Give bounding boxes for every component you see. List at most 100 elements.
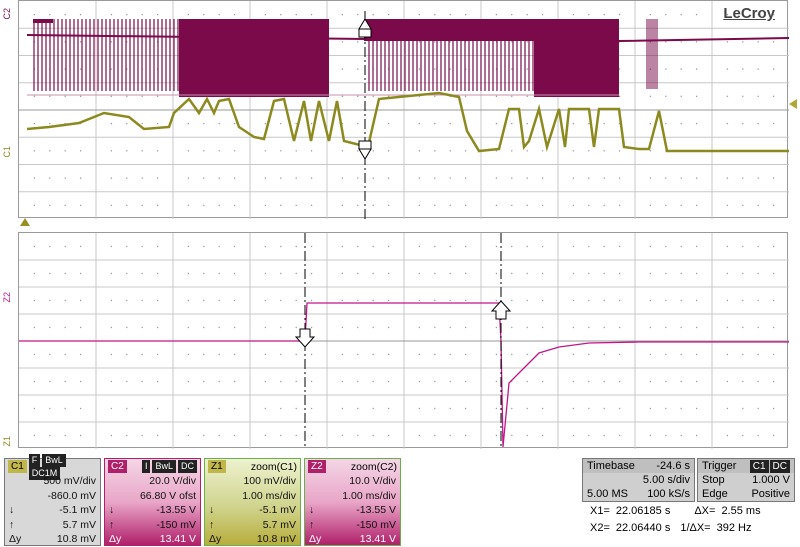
grid-dot — [218, 407, 220, 410]
grid-dot — [511, 68, 513, 70]
grid-dot — [387, 13, 390, 16]
readout-label: Δy — [309, 533, 322, 546]
grid-dot — [387, 326, 390, 329]
trigger-level-marker-icon[interactable] — [789, 99, 797, 109]
grid-dot — [726, 13, 729, 16]
grid-dot — [757, 326, 759, 329]
grid-dot — [64, 95, 66, 98]
grid-dot — [541, 150, 544, 152]
grid-dot — [280, 353, 282, 356]
grid-dot — [464, 407, 467, 410]
grid-dot — [434, 150, 436, 152]
grid-dot — [526, 299, 528, 302]
grid-dot — [695, 245, 698, 248]
grid-dot — [156, 272, 159, 275]
readout-label: Δy — [109, 533, 122, 546]
grid-dot — [572, 150, 575, 152]
grid-dot — [126, 95, 128, 98]
grid-dot — [110, 326, 113, 329]
grid-dot — [280, 299, 282, 302]
channel-panel-z2[interactable]: Z2 zoom(C2) 10.0 V/div 1.00 ms/div ↓ -13.55 V… — [304, 458, 401, 546]
trigger-panel[interactable]: Trigger C1 DC Stop 1.000 V Edge Positive — [697, 458, 795, 502]
grid-dot — [649, 13, 652, 16]
grid-dot — [49, 380, 51, 383]
readout-value: 1.00 ms/div — [342, 489, 396, 502]
channel-panel-c2[interactable]: C2 I BwL DC 20.0 V/div 66.80 V ofst ↓ -13.55 V ↑… — [104, 458, 201, 546]
timebase-label: Timebase — [587, 460, 635, 472]
grid-dot — [203, 353, 205, 356]
grid-dot — [726, 434, 729, 437]
grid-dot — [449, 353, 451, 356]
grid-dot — [310, 353, 313, 356]
grid-dot — [541, 299, 544, 302]
grid-dot — [495, 204, 498, 207]
grid-dot — [572, 204, 575, 207]
channel-panel-c1[interactable]: C1 F BwLDC1M 500 mV/div -860.0 mV ↓ -5.1 mV ↑ 5.… — [4, 453, 101, 546]
c1-channel-tag[interactable]: C1 — [2, 146, 12, 158]
grid-dot — [126, 299, 128, 302]
grid-dot — [680, 177, 682, 179]
grid-dot — [126, 407, 128, 410]
grid-dot — [233, 122, 236, 125]
grid-dot — [757, 204, 759, 207]
grid-dot — [126, 204, 128, 207]
grid-dot — [495, 122, 498, 125]
grid-dot — [511, 204, 513, 207]
channel-flag-badge: I — [141, 460, 151, 473]
grid-dot — [649, 272, 652, 275]
grid-dot — [341, 95, 344, 98]
grid-dot — [695, 41, 698, 43]
readout-label: ↓ — [9, 504, 15, 517]
grid-dot — [280, 407, 282, 410]
grid-dot — [603, 204, 605, 207]
grid-dot — [357, 95, 359, 98]
grid-dot — [357, 326, 359, 329]
grid-dot — [295, 150, 297, 152]
grid-dot — [649, 380, 652, 383]
grid-dot — [695, 326, 698, 329]
grid-dot — [695, 407, 698, 410]
grid-dot — [757, 272, 759, 275]
grid-dot — [742, 245, 744, 248]
grid-dot — [526, 245, 528, 248]
grid-dot — [588, 122, 590, 125]
grid-dot — [726, 122, 729, 125]
channel-panel-z1[interactable]: Z1 zoom(C1) 100 mV/div 1.00 ms/div ↓ -5.1 mV ↑… — [204, 458, 301, 546]
grid-dot — [649, 204, 652, 207]
grid-dot — [203, 299, 205, 302]
x2-value: 22.06440 s — [615, 522, 671, 534]
grid-dot — [357, 434, 359, 437]
grid-dot — [33, 299, 36, 302]
grid-dot — [526, 204, 528, 207]
c2-channel-tag[interactable]: C2 — [2, 8, 12, 20]
cursor-x1-readout: X1= 22.06185 s ΔX= 2.55 ms — [590, 505, 761, 517]
grid-dot — [618, 245, 621, 248]
grid-dot — [49, 122, 51, 125]
readout-value: 13.41 V — [159, 533, 196, 546]
channel-flag-badge: DC1M — [28, 466, 61, 480]
readout-label: ↑ — [109, 518, 115, 531]
grid-dot — [218, 353, 220, 356]
zoom-waveform-grid[interactable] — [18, 232, 789, 449]
trigger-position-marker-icon[interactable] — [20, 218, 30, 226]
grid-dot — [126, 434, 128, 437]
z1-channel-tag[interactable]: Z1 — [2, 436, 12, 447]
grid-dot — [495, 380, 498, 383]
grid-dot — [618, 407, 621, 410]
timebase-panel[interactable]: Timebase -24.6 s 5.00 s/div 5.00 MS 100 kS… — [582, 458, 695, 502]
grid-dot — [49, 353, 51, 356]
grid-dot — [387, 380, 390, 383]
grid-dot — [341, 245, 344, 248]
grid-dot — [418, 326, 421, 329]
grid-dot — [110, 150, 113, 152]
grid-dot — [156, 13, 159, 16]
grid-dot — [603, 177, 605, 179]
top-waveform-grid[interactable]: LeCroy — [18, 0, 789, 219]
grid-dot — [449, 13, 451, 16]
grid-dot — [79, 13, 82, 16]
z2-channel-tag[interactable]: Z2 — [2, 292, 12, 303]
grid-dot — [618, 68, 621, 70]
grid-dot — [156, 407, 159, 410]
grid-dot — [526, 407, 528, 410]
grid-dot — [126, 13, 128, 16]
